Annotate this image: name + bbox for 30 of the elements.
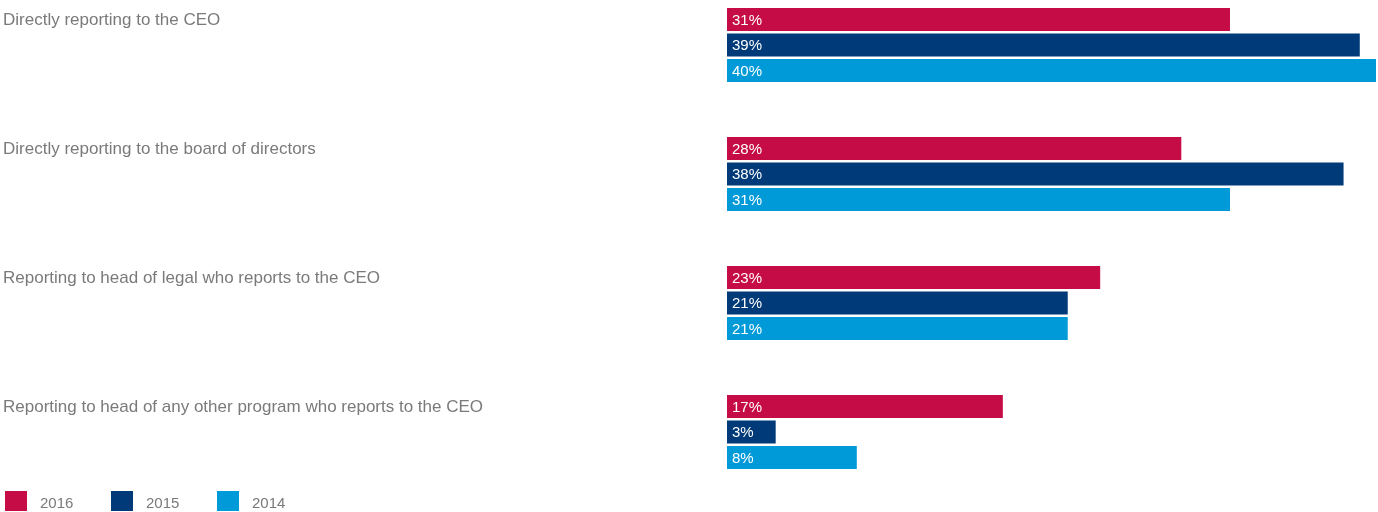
data-label: 31% [732, 10, 763, 28]
y-tick-label: Reporting to head of any other program who reports to the CEO [3, 396, 484, 416]
data-label: 31% [732, 190, 763, 208]
bar [727, 395, 1003, 418]
legend-label: 2016 [40, 494, 74, 512]
data-label: 40% [732, 61, 763, 79]
bar [727, 59, 1376, 82]
bar [727, 8, 1230, 31]
y-tick-label: Reporting to head of legal who reports to the CEO [3, 267, 381, 287]
bar [727, 188, 1230, 211]
bar [727, 162, 1344, 186]
y-tick-label: Directly reporting to the board of directors [3, 138, 316, 158]
bar [727, 291, 1068, 315]
data-label: 38% [732, 165, 763, 183]
data-label: 8% [732, 448, 754, 466]
data-label: 17% [732, 397, 763, 415]
legend-label: 2014 [252, 494, 286, 512]
bar [727, 317, 1068, 340]
legend-label: 2015 [146, 494, 180, 512]
y-tick-label: Directly reporting to the CEO [3, 9, 221, 29]
data-label: 23% [732, 268, 763, 286]
data-label: 3% [732, 423, 754, 441]
data-label: 39% [732, 36, 763, 54]
bar [727, 266, 1101, 289]
bar [727, 33, 1360, 57]
data-label: 28% [732, 139, 763, 157]
data-label: 21% [732, 294, 763, 312]
bar [727, 446, 857, 469]
data-label: 21% [732, 319, 763, 337]
bar [727, 137, 1182, 160]
